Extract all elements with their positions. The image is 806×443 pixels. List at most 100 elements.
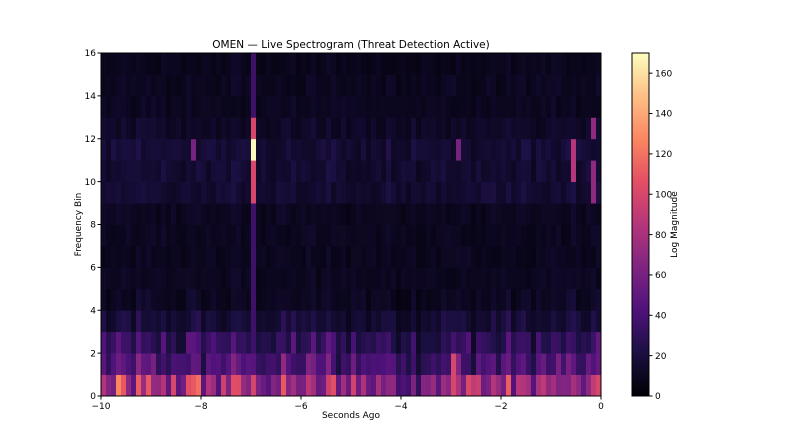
heatmap-cell xyxy=(591,138,597,161)
y-tick-label: 10 xyxy=(85,178,97,188)
heatmap-cell xyxy=(126,353,132,375)
heatmap-cell xyxy=(131,310,137,333)
heatmap-cell xyxy=(291,288,297,311)
heatmap-cell xyxy=(201,203,207,225)
heatmap-cell xyxy=(561,224,567,247)
heatmap-cell xyxy=(341,224,347,247)
heatmap-cell xyxy=(516,53,522,75)
heatmap-cell xyxy=(136,95,142,118)
heatmap-cell xyxy=(286,181,292,204)
heatmap-cell xyxy=(291,224,297,247)
heatmap-cell xyxy=(301,117,307,140)
heatmap-cell xyxy=(491,288,497,311)
heatmap-cell xyxy=(571,117,577,140)
heatmap-cell xyxy=(451,181,457,204)
heatmap-cell xyxy=(276,288,282,311)
heatmap-cell xyxy=(466,245,472,268)
heatmap-cell xyxy=(171,224,177,247)
heatmap-cell xyxy=(581,353,587,375)
heatmap-cell xyxy=(286,95,292,118)
heatmap-cell xyxy=(506,160,512,183)
heatmap-cell xyxy=(511,310,517,333)
heatmap-cell xyxy=(401,181,407,204)
heatmap-cell xyxy=(491,53,497,75)
heatmap-cell xyxy=(441,95,447,118)
heatmap-cell xyxy=(576,288,582,311)
heatmap-cell xyxy=(326,267,332,290)
heatmap-cell xyxy=(116,74,122,97)
heatmap-cell xyxy=(116,374,122,397)
heatmap-cell xyxy=(291,117,297,140)
heatmap-cell xyxy=(201,117,207,140)
heatmap-cell xyxy=(201,331,207,354)
heatmap-cell xyxy=(596,224,602,247)
heatmap-cell xyxy=(121,95,127,118)
heatmap-cell xyxy=(396,160,402,183)
heatmap-cell xyxy=(106,53,112,75)
heatmap-cell xyxy=(496,353,502,375)
heatmap-cell xyxy=(501,245,507,268)
heatmap-cell xyxy=(576,95,582,118)
heatmap-cell xyxy=(121,53,127,75)
heatmap-cell xyxy=(431,310,437,333)
heatmap-cell xyxy=(521,74,527,97)
heatmap-cell xyxy=(286,288,292,311)
heatmap-cell xyxy=(491,245,497,268)
heatmap-cell xyxy=(546,95,552,118)
heatmap-cell xyxy=(141,181,147,204)
heatmap-cell xyxy=(391,203,397,225)
heatmap-cell xyxy=(216,117,222,140)
heatmap-cell xyxy=(421,353,427,375)
heatmap-cell xyxy=(421,331,427,354)
heatmap-cell xyxy=(231,353,237,375)
heatmap-cell xyxy=(151,224,157,247)
heatmap-cell xyxy=(296,74,302,97)
heatmap-cell xyxy=(301,331,307,354)
heatmap-cell xyxy=(476,160,482,183)
heatmap-cell xyxy=(141,245,147,268)
heatmap-cell xyxy=(216,95,222,118)
heatmap-cell xyxy=(356,53,362,75)
heatmap-cell xyxy=(321,117,327,140)
heatmap-cell xyxy=(306,95,312,118)
heatmap-cell xyxy=(541,53,547,75)
heatmap-cell xyxy=(106,310,112,333)
heatmap-cell xyxy=(491,138,497,161)
heatmap-cell xyxy=(256,117,262,140)
heatmap-cell xyxy=(111,331,117,354)
heatmap-cell xyxy=(216,203,222,225)
heatmap-cell xyxy=(556,138,562,161)
heatmap-cell xyxy=(486,310,492,333)
heatmap-cell xyxy=(526,288,532,311)
heatmap-cell xyxy=(176,181,182,204)
heatmap-cell xyxy=(151,245,157,268)
heatmap-cell xyxy=(306,374,312,397)
heatmap-cell xyxy=(101,331,107,354)
heatmap-cell xyxy=(366,95,372,118)
heatmap-cell xyxy=(201,374,207,397)
heatmap-cell xyxy=(126,331,132,354)
heatmap-cell xyxy=(556,374,562,397)
heatmap-cell xyxy=(591,267,597,290)
heatmap-cell xyxy=(301,95,307,118)
heatmap-cell xyxy=(476,310,482,333)
heatmap-cell xyxy=(176,95,182,118)
heatmap-cell xyxy=(196,353,202,375)
heatmap-cell xyxy=(591,160,597,183)
heatmap-cell xyxy=(326,224,332,247)
heatmap-cell xyxy=(386,95,392,118)
heatmap-cell xyxy=(406,181,412,204)
heatmap-cell xyxy=(491,267,497,290)
heatmap-cell xyxy=(271,267,277,290)
heatmap-cell xyxy=(226,181,232,204)
heatmap-cell xyxy=(246,181,252,204)
heatmap-cell xyxy=(546,245,552,268)
heatmap-cell xyxy=(356,117,362,140)
heatmap-cell xyxy=(236,310,242,333)
heatmap-cell xyxy=(581,160,587,183)
heatmap-cell xyxy=(216,74,222,97)
heatmap-cell xyxy=(581,374,587,397)
heatmap-cell xyxy=(521,374,527,397)
heatmap-cell xyxy=(186,224,192,247)
heatmap-cell xyxy=(181,53,187,75)
